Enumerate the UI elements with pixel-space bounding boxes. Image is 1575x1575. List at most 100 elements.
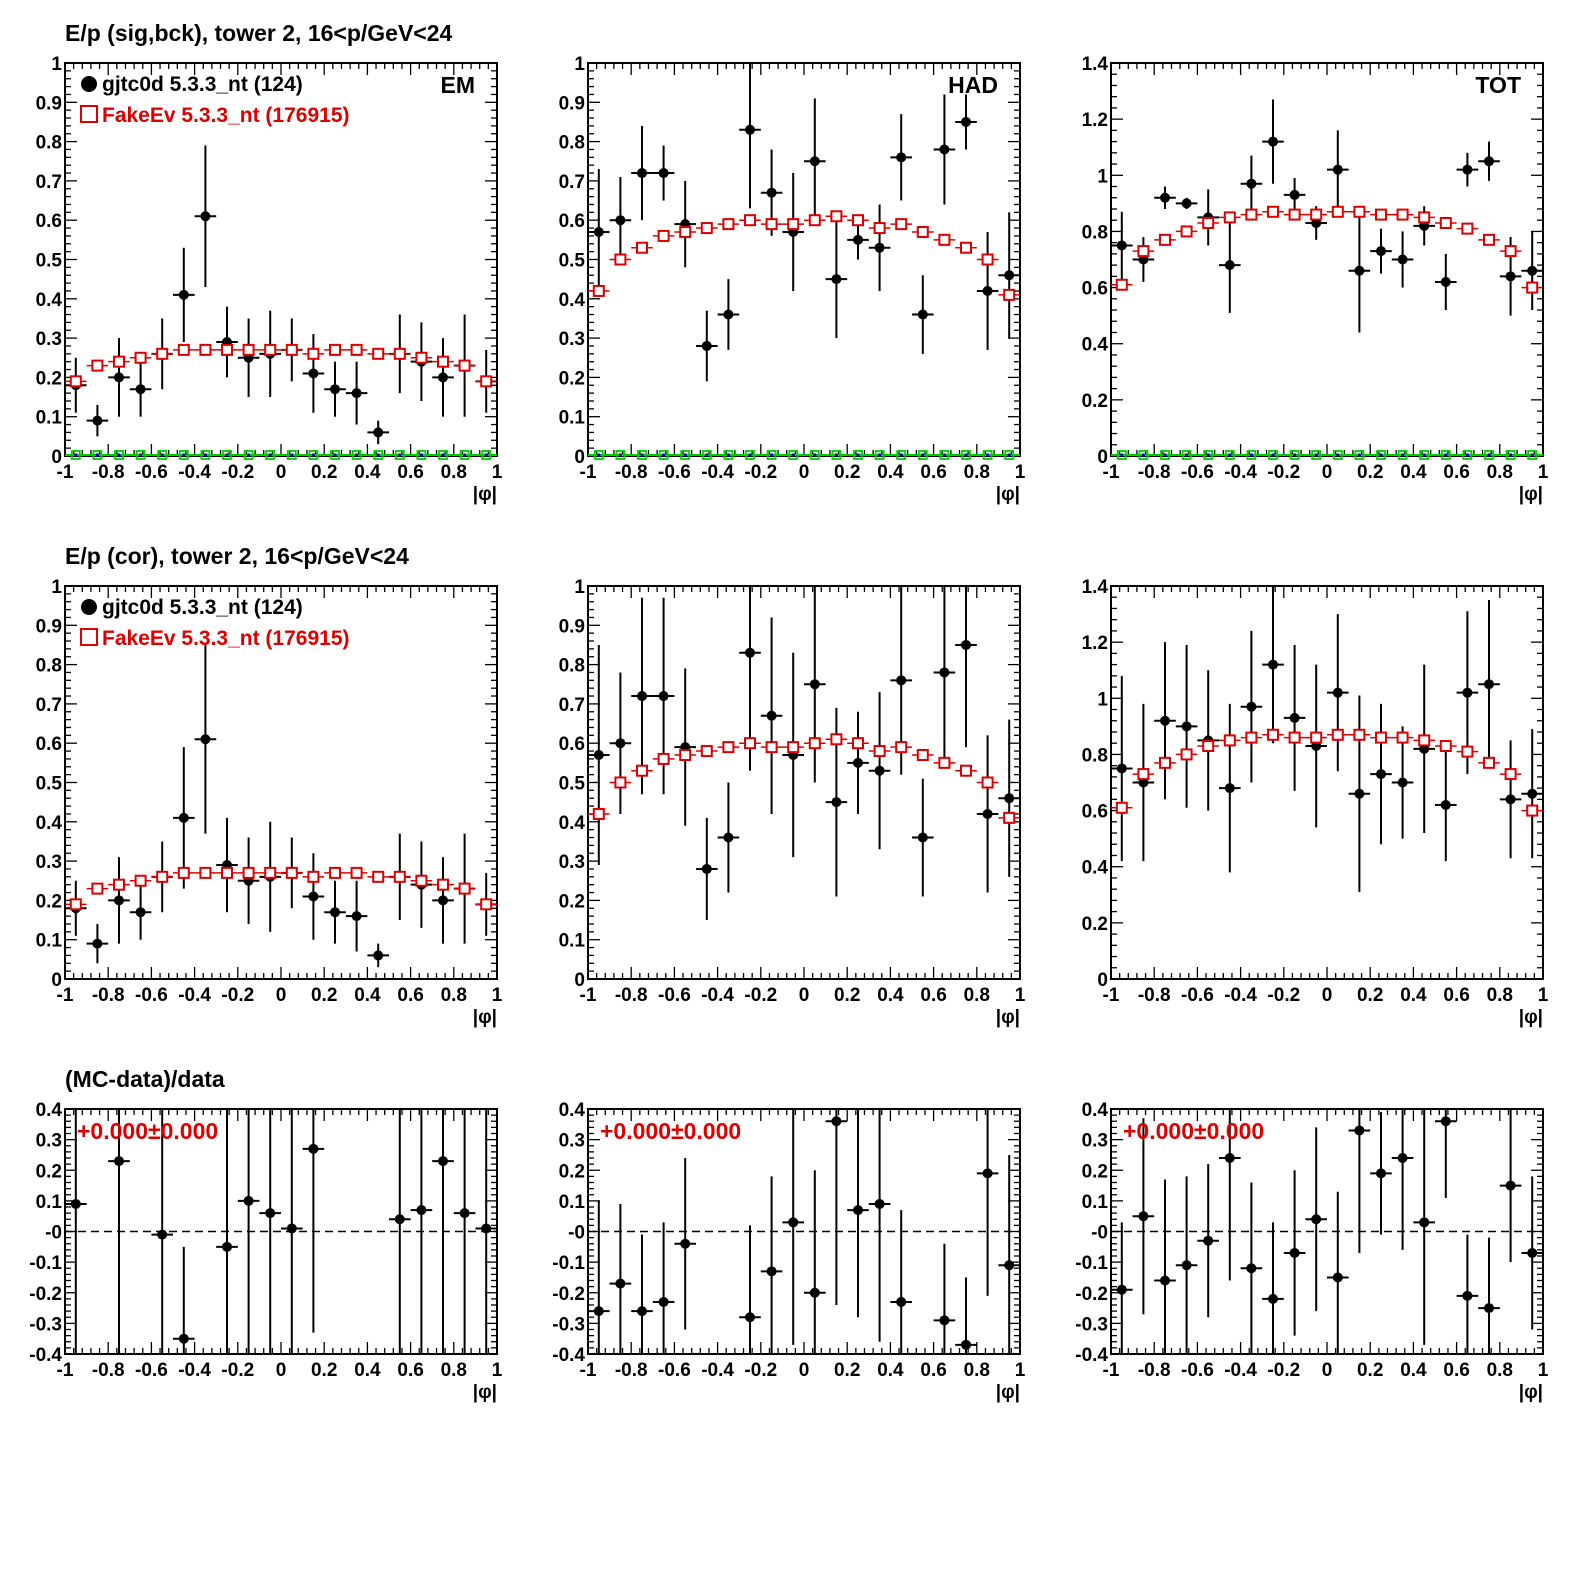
mc-point bbox=[69, 898, 82, 911]
y-tick-label: 0.6 bbox=[36, 211, 62, 232]
mc-point bbox=[372, 347, 385, 360]
zero-marker bbox=[308, 450, 319, 460]
mc-point bbox=[329, 343, 341, 356]
mc-point bbox=[199, 866, 212, 879]
mc-point bbox=[1483, 233, 1495, 246]
zero-marker bbox=[1268, 450, 1278, 460]
x-tick-label: -1 bbox=[57, 985, 74, 1006]
y-tick-label: -0 bbox=[1091, 1223, 1108, 1244]
zero-marker bbox=[939, 450, 950, 460]
mc-point bbox=[1310, 208, 1323, 221]
data-point bbox=[1484, 679, 1494, 690]
y-tick-label: 0.5 bbox=[36, 251, 63, 272]
mc-point bbox=[1180, 225, 1193, 238]
mc-point bbox=[480, 375, 493, 388]
mc-point bbox=[722, 218, 735, 231]
zero-marker-dot bbox=[1444, 453, 1448, 457]
zero-marker bbox=[1505, 450, 1516, 460]
zero-marker-dot bbox=[117, 453, 121, 457]
zero-marker-dot bbox=[813, 453, 817, 457]
zero-marker-dot bbox=[398, 453, 402, 457]
y-tick-label: 0.3 bbox=[36, 1131, 62, 1152]
panel-r2c2: -1 -0.8 -0.6 -0.4 -0.2 0 0.2 0.4 0.6 0.8 1|φ|00.10… bbox=[559, 577, 1026, 1028]
data-point bbox=[853, 234, 863, 245]
mc-point bbox=[264, 343, 277, 356]
zero-marker-dot bbox=[856, 453, 860, 457]
x-tick-label: 0.4 bbox=[1400, 985, 1427, 1006]
zero-marker bbox=[351, 450, 362, 460]
y-tick-label: 0.4 bbox=[1082, 858, 1109, 879]
x-tick-label: 0.8 bbox=[441, 1360, 467, 1381]
mc-point bbox=[350, 866, 363, 879]
data-point bbox=[1004, 270, 1015, 281]
x-tick-label: -0.2 bbox=[744, 1360, 777, 1381]
annotation-text: +0.000±0.000 bbox=[77, 1118, 218, 1144]
y-tick-label: 0.7 bbox=[36, 172, 62, 193]
mc-point bbox=[1310, 731, 1323, 744]
mc-point bbox=[981, 776, 994, 789]
data-point bbox=[853, 757, 863, 768]
data-point bbox=[481, 1223, 492, 1234]
corner-label: TOT bbox=[1475, 72, 1521, 98]
y-tick-label: 0.1 bbox=[36, 408, 63, 429]
mc-point bbox=[614, 776, 627, 789]
zero-marker bbox=[853, 450, 863, 460]
mc-point bbox=[657, 229, 670, 242]
data-point bbox=[1181, 721, 1192, 732]
zero-marker bbox=[481, 450, 492, 460]
y-tick-label: 0.2 bbox=[1082, 391, 1108, 412]
x-tick-label: -0.4 bbox=[1224, 462, 1257, 483]
y-tick-label: 0.5 bbox=[559, 251, 586, 272]
data-point bbox=[135, 384, 146, 395]
zero-marker-dot bbox=[1530, 453, 1534, 457]
x-tick-label: 1 bbox=[492, 462, 503, 483]
legend-mc-label: FakeEv 5.3.3_nt (176915) bbox=[102, 104, 350, 127]
data-point bbox=[1527, 1247, 1538, 1258]
mc-point bbox=[1375, 731, 1387, 744]
data-point bbox=[1224, 1153, 1235, 1163]
x-tick-label: -1 bbox=[57, 1360, 74, 1381]
y-tick-label: 0.6 bbox=[1082, 802, 1108, 823]
y-tick-label: -0.2 bbox=[1075, 1284, 1108, 1305]
mc-point bbox=[1137, 245, 1150, 258]
x-tick-label: 0.4 bbox=[1400, 462, 1427, 483]
data-point bbox=[896, 675, 907, 686]
zero-marker bbox=[831, 450, 842, 460]
x-tick-label: -0.8 bbox=[1138, 462, 1171, 483]
x-tick-label: -0.8 bbox=[615, 985, 648, 1006]
data-point bbox=[222, 1241, 232, 1252]
y-tick-label: 0.9 bbox=[36, 616, 62, 637]
data-point bbox=[178, 1333, 189, 1344]
x-tick-label: 0 bbox=[276, 985, 287, 1006]
mc-point bbox=[1461, 745, 1474, 758]
data-point bbox=[1268, 659, 1278, 670]
mc-point bbox=[1159, 233, 1171, 246]
y-tick-label: 0.4 bbox=[559, 1100, 586, 1121]
y-tick-label: 0.7 bbox=[36, 695, 62, 716]
y-tick-label: 0.1 bbox=[1082, 1192, 1109, 1213]
mc-point bbox=[1223, 734, 1236, 747]
mc-point bbox=[329, 866, 341, 879]
x-tick-label: -0.6 bbox=[135, 1360, 168, 1381]
mc-point bbox=[679, 748, 692, 761]
data-point bbox=[1484, 156, 1494, 167]
x-tick-label: 0.2 bbox=[311, 1360, 337, 1381]
zero-marker-dot bbox=[1293, 453, 1297, 457]
data-point bbox=[1246, 701, 1257, 712]
data-point bbox=[1354, 265, 1365, 276]
data-point bbox=[745, 124, 755, 135]
mc-point bbox=[765, 218, 778, 231]
zero-marker-dot bbox=[441, 453, 445, 457]
y-tick-label: 1 bbox=[1097, 689, 1108, 710]
y-tick-label: 0.6 bbox=[559, 211, 585, 232]
mc-point bbox=[1439, 217, 1452, 230]
panel-r3c3: -1 -0.8 -0.6 -0.4 -0.2 0 0.2 0.4 0.6 0.8 1|φ|-0.4-… bbox=[1075, 1100, 1548, 1403]
x-tick-label: 0.8 bbox=[441, 462, 467, 483]
mc-point bbox=[113, 878, 125, 891]
y-tick-label: 0.4 bbox=[36, 1100, 63, 1121]
mc-point bbox=[156, 870, 169, 883]
zero-marker-dot bbox=[225, 453, 229, 457]
data-point bbox=[459, 1208, 470, 1219]
mc-point bbox=[592, 807, 605, 820]
data-point bbox=[939, 1315, 950, 1326]
